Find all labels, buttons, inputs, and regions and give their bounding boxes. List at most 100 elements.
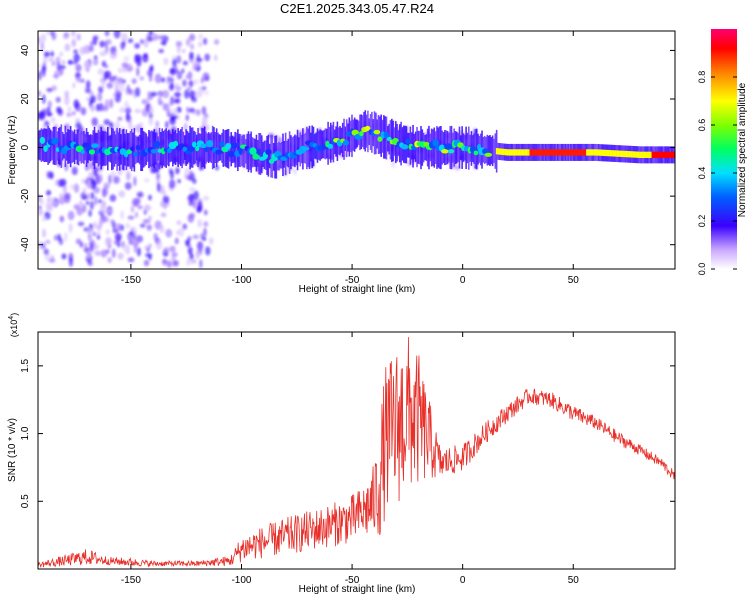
- spectrogram-noise-blob: [158, 49, 164, 54]
- spectrogram-noise-blob: [203, 221, 209, 227]
- colorbar-gradient: [711, 29, 737, 269]
- spectrogram-noise-blob: [49, 171, 54, 180]
- spectrogram-noise-blob: [182, 79, 187, 87]
- spectrogram-noise-blob: [154, 220, 162, 230]
- spectrogram-ridge-column: [493, 138, 495, 164]
- spectrogram-tail-core: [672, 151, 675, 159]
- spectrogram-noise-blob: [142, 54, 149, 63]
- spectrogram-noise-blob: [175, 85, 182, 92]
- spectrogram-noise-blob: [94, 250, 102, 256]
- spectrogram-ytick-label: 20: [20, 93, 31, 105]
- spectrogram-noise-blob: [162, 89, 170, 99]
- spectrogram-noise-blob: [169, 82, 175, 90]
- snr-series-line: [38, 337, 675, 568]
- spectrogram-tail-core: [564, 149, 567, 156]
- spectrogram-ridge-column: [92, 130, 95, 166]
- spectrogram-tail-core: [525, 149, 528, 156]
- spectrogram-noise-blob: [85, 80, 91, 89]
- svg-text:(x104): (x104): [8, 313, 19, 337]
- spectrogram-core: [257, 148, 262, 156]
- spectrogram-core: [373, 129, 381, 135]
- spectrogram-noise-blob: [122, 39, 126, 48]
- spectrogram-ridge-column: [344, 126, 347, 151]
- spectrogram-tail-core: [552, 149, 555, 156]
- spectrogram-noise-blob: [133, 176, 137, 187]
- spectrogram-tail-core: [603, 149, 606, 157]
- spectrogram-noise-blob: [97, 92, 103, 102]
- spectrogram-noise-blob: [115, 90, 122, 98]
- spectrogram-noise-blob: [155, 120, 159, 128]
- spectrogram-noise-blob: [81, 203, 87, 213]
- spectrogram-ridge-column: [61, 131, 64, 161]
- spectrogram-ridge-column: [310, 132, 312, 162]
- spectrogram-tail-core: [669, 151, 672, 159]
- spectrogram-ridge-column: [270, 135, 272, 178]
- spectrogram-noise-blob: [160, 40, 167, 45]
- spectrogram-noise-blob: [64, 90, 70, 98]
- spectrogram-noise-blob: [201, 106, 207, 115]
- spectrogram-tail-core: [540, 149, 543, 156]
- spectrogram-noise-blob: [175, 230, 180, 235]
- spectrogram-tail-core: [640, 151, 643, 159]
- spectrogram-tail-core: [573, 149, 576, 156]
- spectrogram-ridge-column: [217, 132, 219, 163]
- spectrogram-noise-blob: [38, 36, 41, 45]
- spectrogram-noise-blob: [66, 112, 72, 118]
- spectrogram-tail-core: [577, 149, 580, 156]
- spectrogram-core: [206, 140, 214, 148]
- spectrogram-noise-blob: [117, 165, 123, 176]
- spectrogram-tail-core: [527, 149, 530, 156]
- spectrogram-noise-blob: [163, 203, 167, 210]
- snr-multiplier-close: ): [9, 313, 19, 316]
- snr-y-axis: 0.5 1.0 1.5: [20, 358, 675, 508]
- spectrogram-ridge-column: [230, 132, 233, 167]
- spectrogram-noise-blob: [103, 182, 110, 189]
- spectrogram-noise-blob: [86, 227, 94, 235]
- spectrogram-tail-core: [616, 150, 619, 157]
- spectrogram-tail-core: [543, 149, 546, 156]
- spectrogram-noise-blob: [154, 73, 162, 84]
- spectrogram-noise-blob: [160, 212, 167, 218]
- spectrogram-noise-blob: [98, 219, 104, 226]
- spectrogram-frame: [37, 30, 676, 270]
- spectrogram-ridge-column: [454, 131, 457, 165]
- snr-panel: -150 -100 -50 0 50 0.5 1.0 1.5 Height of strai…: [7, 313, 676, 595]
- spectrogram-ridge-column: [140, 127, 142, 172]
- spectrogram-ridge-column: [294, 134, 296, 168]
- spectrogram-noise-blob: [189, 79, 193, 89]
- spectrogram-tail-core: [614, 150, 617, 157]
- spectrogram-noise-blob: [50, 31, 56, 33]
- spectrogram-ridge-column: [280, 141, 283, 169]
- spectrogram-tail-core: [607, 149, 610, 157]
- spectrogram-tail-core: [586, 149, 589, 156]
- spectrogram-ridge-column: [234, 131, 237, 168]
- spectrogram-noise-blob: [93, 55, 98, 60]
- spectrogram-noise-blob: [71, 38, 77, 48]
- spectrogram-noise-blob: [48, 196, 54, 204]
- spectrogram-noise-blob: [156, 182, 161, 193]
- spectrogram-noise-blob: [185, 114, 189, 122]
- spectrogram-tail-core: [575, 149, 578, 156]
- spectrogram-tail-core: [529, 149, 532, 156]
- spectrogram-noise-blob: [136, 191, 144, 198]
- spectrogram-noise-blob: [174, 91, 181, 98]
- spectrogram-noise-blob: [196, 54, 200, 60]
- spectrogram-noise-blob: [188, 107, 196, 113]
- spectrogram-noise-blob: [41, 217, 47, 222]
- spectrogram-core: [265, 149, 272, 156]
- spectrogram-ytick-label: -40: [20, 237, 31, 252]
- spectrogram-ridge-column: [487, 135, 490, 165]
- spectrogram-ridge-column: [328, 126, 331, 160]
- spectrogram-noise-blob: [76, 33, 81, 41]
- spectrogram-ridge-column: [39, 129, 41, 161]
- spectrogram-noise-blob: [189, 33, 196, 42]
- spectrogram-noise-blob: [110, 219, 115, 225]
- spectrogram-noise-blob: [87, 249, 91, 260]
- spectrogram-noise-blob: [126, 171, 131, 181]
- spectrogram-noise-blob: [186, 86, 192, 92]
- spectrogram-noise-blob: [69, 184, 76, 190]
- spectrogram-tail-core: [593, 149, 596, 156]
- spectrogram-noise-blob: [58, 196, 66, 205]
- spectrogram-ridge-column: [489, 134, 491, 167]
- spectrogram-ridge-column: [49, 129, 52, 162]
